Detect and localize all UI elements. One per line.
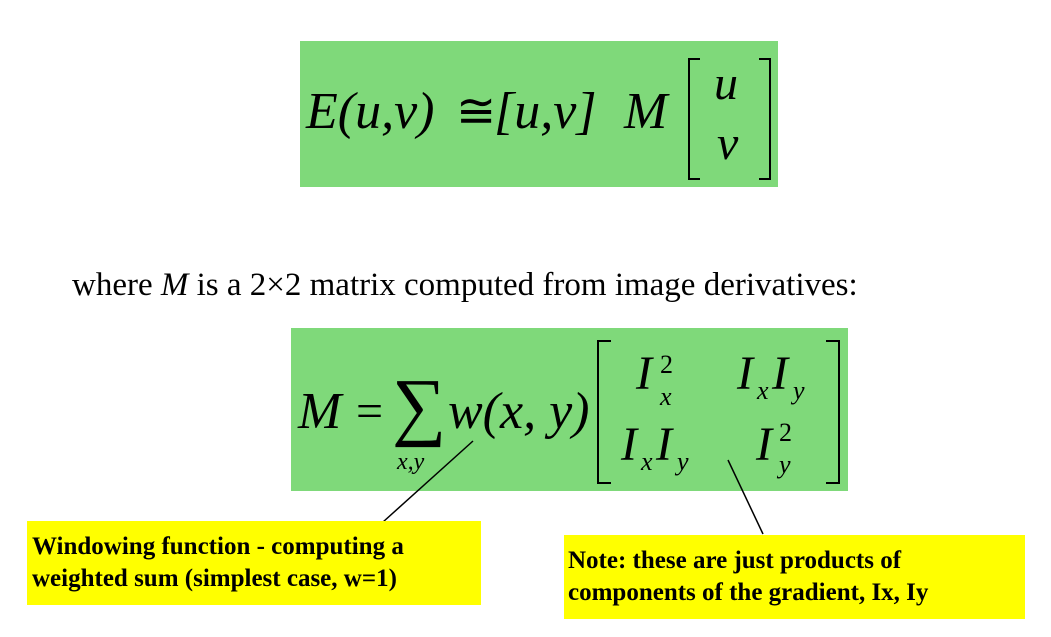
approx-symbol: ≅ (456, 85, 497, 138)
matrix-lhs: M (298, 383, 342, 440)
column-vector-top: u (714, 57, 738, 110)
m21-a-sub: x (641, 447, 653, 476)
where-post: is a 2×2 matrix computed from image deri… (188, 267, 858, 303)
m12-a-sub: x (757, 376, 769, 405)
m22-base: I (756, 418, 772, 471)
matrix-right-bracket (826, 340, 840, 484)
where-symbol: M (160, 267, 189, 303)
m22-sup: 2 (779, 418, 792, 447)
row-vector: [u,v] (494, 83, 597, 140)
windowing-callout (27, 521, 481, 605)
m21-b-sub: y (677, 447, 689, 476)
m11-sup: 2 (660, 350, 673, 379)
m12-b-sub: y (793, 376, 805, 405)
column-vector-right-bracket (759, 58, 771, 180)
where-pre: where (72, 267, 161, 303)
where-description: where M is a 2×2 matrix computed from im… (72, 267, 858, 304)
m11-base: I (636, 347, 652, 400)
matrix-symbol-m: M (624, 83, 668, 140)
matrix-cell-11: I (636, 350, 652, 398)
m11-sub: x (660, 382, 672, 411)
m12-b: I (772, 347, 788, 400)
m22-sub: y (779, 450, 791, 479)
m21-a: I (621, 418, 637, 471)
energy-lhs: E(u,v) (306, 83, 435, 140)
sum-subscript: x,y (397, 449, 425, 475)
weight-function: w(x, y) (448, 383, 590, 440)
gradient-note-callout (564, 535, 1025, 619)
windowing-callout-line2: weighted sum (simplest case, w=1) (32, 565, 397, 592)
gradient-note-line1: Note: these are just products of (568, 547, 902, 574)
gradient-note-line2: components of the gradient, Ix, Iy (568, 579, 929, 606)
equation-box-energy (300, 41, 778, 187)
equals-sign: = (356, 385, 384, 438)
sum-symbol: ∑ (392, 364, 447, 448)
windowing-callout-line1: Windowing function - computing a (32, 533, 404, 560)
matrix-left-bracket (597, 340, 611, 484)
m21-b: I (656, 418, 672, 471)
m12-a: I (737, 347, 753, 400)
column-vector-left-bracket (688, 58, 700, 180)
column-vector-bottom: v (717, 117, 739, 170)
